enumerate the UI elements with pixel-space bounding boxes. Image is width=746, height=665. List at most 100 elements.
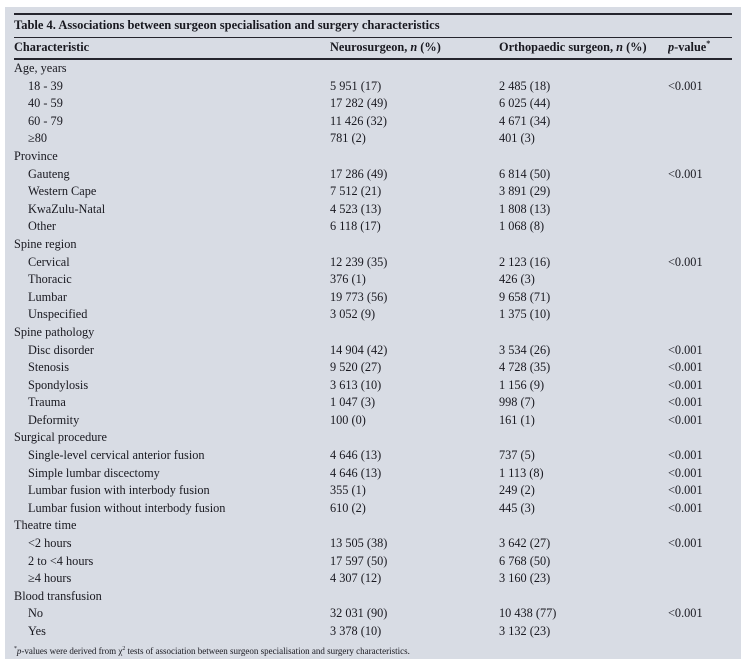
- column-header-characteristic: Characteristic: [14, 40, 90, 54]
- row-label: Lumbar: [28, 289, 67, 304]
- orthopaedic-value: 737 (5): [499, 448, 535, 463]
- p-value: [668, 588, 732, 606]
- p-value: [668, 570, 732, 588]
- p-value: <0.001: [668, 483, 703, 498]
- table-row: Lumbar 19 773 (56) 9 658 (71): [14, 289, 732, 307]
- row-label: Gauteng: [28, 166, 70, 181]
- neurosurgeon-value: 1 047 (3): [330, 395, 376, 410]
- orthopaedic-value: 3 891 (29): [499, 184, 551, 199]
- table-row: Gauteng 17 286 (49) 6 814 (50) <0.001: [14, 166, 732, 184]
- orthopaedic-value: [499, 236, 668, 254]
- neurosurgeon-value: 17 282 (49): [330, 96, 388, 111]
- neurosurgeon-value: 4 523 (13): [330, 201, 382, 216]
- p-value: <0.001: [668, 254, 703, 269]
- neurosurgeon-value: 11 426 (32): [330, 113, 387, 128]
- table-row: Lumbar fusion without interbody fusion 61…: [14, 500, 732, 518]
- table4-card: Table 4. Associations between surgeon sp…: [5, 7, 741, 659]
- table-row: Spondylosis 3 613 (10) 1 156 (9) <0.001: [14, 377, 732, 395]
- row-label: Lumbar fusion without interbody fusion: [28, 500, 226, 515]
- row-label: ≥4 hours: [28, 571, 72, 586]
- table-row: <2 hours 13 505 (38) 3 642 (27) <0.001: [14, 535, 732, 553]
- neurosurgeon-value: 610 (2): [330, 500, 366, 515]
- neurosurgeon-value: 4 307 (12): [330, 571, 382, 586]
- p-value: [668, 60, 732, 78]
- orthopaedic-value: 1 068 (8): [499, 219, 545, 234]
- orthopaedic-value: 3 534 (26): [499, 342, 551, 357]
- column-header-neurosurgeon: Neurosurgeon, n (%): [330, 40, 499, 55]
- neurosurgeon-value: [330, 588, 499, 606]
- row-label: 18 - 39: [28, 78, 63, 93]
- column-header-orthopaedic: Orthopaedic surgeon, n (%): [499, 40, 668, 55]
- p-value: [668, 271, 732, 289]
- section-header-row: Spine pathology: [14, 324, 732, 342]
- orthopaedic-value: 6 768 (50): [499, 553, 551, 568]
- p-value: [668, 306, 732, 324]
- neurosurgeon-value: 781 (2): [330, 131, 366, 146]
- neurosurgeon-value: 355 (1): [330, 483, 366, 498]
- orthopaedic-value: 2 123 (16): [499, 254, 551, 269]
- neurosurgeon-value: 19 773 (56): [330, 289, 388, 304]
- orthopaedic-value: [499, 60, 668, 78]
- table-row: No 32 031 (90) 10 438 (77) <0.001: [14, 605, 732, 623]
- row-label: 2 to <4 hours: [28, 553, 94, 568]
- p-value: [668, 236, 732, 254]
- orthopaedic-value: 998 (7): [499, 395, 535, 410]
- section-label: Spine pathology: [14, 324, 95, 339]
- table-header-row: Characteristic Neurosurgeon, n (%) Ortho…: [14, 38, 732, 60]
- column-header-neurosurgeon-n: n: [410, 40, 418, 54]
- neurosurgeon-value: 6 118 (17): [330, 219, 381, 234]
- table-row: 40 - 59 17 282 (49) 6 025 (44): [14, 95, 732, 113]
- p-value: [668, 218, 732, 236]
- neurosurgeon-value: 4 646 (13): [330, 465, 382, 480]
- row-label: Stenosis: [28, 360, 69, 375]
- table-row: Western Cape 7 512 (21) 3 891 (29): [14, 183, 732, 201]
- neurosurgeon-value: 7 512 (21): [330, 184, 382, 199]
- table-row: 60 - 79 11 426 (32) 4 671 (34): [14, 113, 732, 131]
- table-row: Unspecified 3 052 (9) 1 375 (10): [14, 306, 732, 324]
- section-header-row: Theatre time: [14, 517, 732, 535]
- neurosurgeon-value: [330, 236, 499, 254]
- orthopaedic-value: 2 485 (18): [499, 78, 551, 93]
- neurosurgeon-value: 3 378 (10): [330, 624, 382, 638]
- section-label: Surgical procedure: [14, 430, 107, 445]
- neurosurgeon-value: 3 052 (9): [330, 307, 376, 322]
- table-row: Yes 3 378 (10) 3 132 (23): [14, 623, 732, 641]
- p-value: [668, 113, 732, 131]
- table-row: 2 to <4 hours 17 597 (50) 6 768 (50): [14, 553, 732, 571]
- neurosurgeon-value: 9 520 (27): [330, 360, 382, 375]
- neurosurgeon-value: 4 646 (13): [330, 448, 382, 463]
- neurosurgeon-value: 17 597 (50): [330, 553, 388, 568]
- p-value: <0.001: [668, 360, 703, 375]
- footnote-text-1: -values were derived from χ: [21, 645, 123, 656]
- neurosurgeon-value: [330, 429, 499, 447]
- neurosurgeon-value: 13 505 (38): [330, 536, 388, 551]
- neurosurgeon-value: 100 (0): [330, 412, 366, 427]
- table-row: ≥80 781 (2) 401 (3): [14, 130, 732, 148]
- table-row: 18 - 39 5 951 (17) 2 485 (18) <0.001: [14, 78, 732, 96]
- table-row: Disc disorder 14 904 (42) 3 534 (26) <0.001: [14, 342, 732, 360]
- orthopaedic-value: 3 642 (27): [499, 536, 551, 551]
- row-label: 60 - 79: [28, 113, 63, 128]
- neurosurgeon-value: 12 239 (35): [330, 254, 388, 269]
- footnote-asterisk: *: [14, 645, 17, 652]
- table-row: ≥4 hours 4 307 (12) 3 160 (23): [14, 570, 732, 588]
- table-row: Deformity 100 (0) 161 (1) <0.001: [14, 412, 732, 430]
- orthopaedic-value: 6 814 (50): [499, 166, 551, 181]
- p-value: [668, 201, 732, 219]
- p-value: [668, 148, 732, 166]
- p-value: <0.001: [668, 500, 703, 515]
- orthopaedic-value: 1 808 (13): [499, 201, 551, 216]
- p-value: [668, 623, 732, 641]
- row-label: ≥80: [28, 131, 48, 146]
- table-body: Age, years 18 - 39 5 951 (17) 2 485 (18) <0.…: [14, 60, 732, 641]
- row-label: Simple lumbar discectomy: [28, 465, 160, 480]
- row-label: Thoracic: [28, 272, 72, 287]
- orthopaedic-value: [499, 588, 668, 606]
- column-header-pvalue: p-value*: [668, 40, 732, 55]
- section-label: Age, years: [14, 61, 67, 75]
- neurosurgeon-value: 5 951 (17): [330, 78, 382, 93]
- p-value: <0.001: [668, 465, 703, 480]
- orthopaedic-value: 1 156 (9): [499, 377, 545, 392]
- p-value: <0.001: [668, 606, 703, 621]
- p-value: <0.001: [668, 342, 703, 357]
